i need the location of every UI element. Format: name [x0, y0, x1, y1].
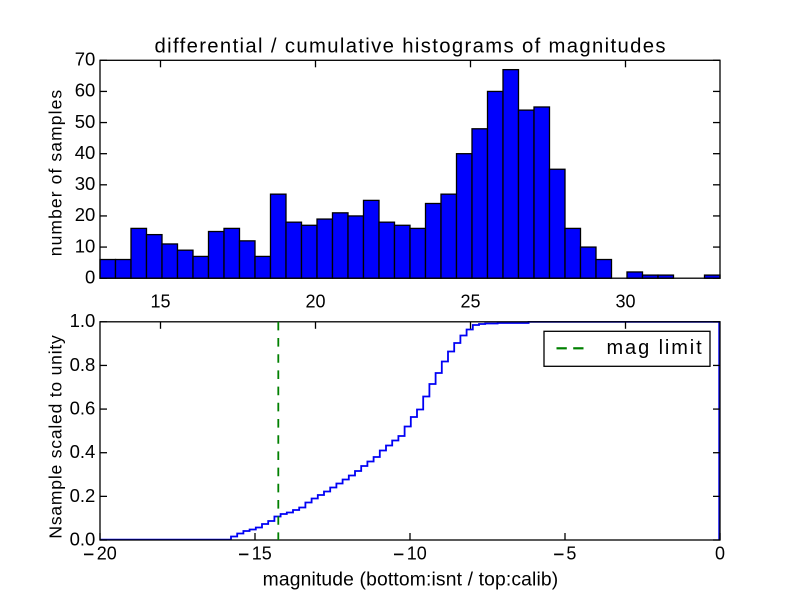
svg-text:10: 10	[407, 544, 427, 564]
svg-text:differential / cumulative hist: differential / cumulative histograms of …	[154, 35, 666, 57]
svg-text:70: 70	[75, 49, 96, 70]
svg-text:Nsample scaled to unity: Nsample scaled to unity	[46, 334, 66, 538]
svg-text:1.0: 1.0	[70, 310, 96, 331]
svg-text:0: 0	[85, 266, 95, 287]
svg-text:0.4: 0.4	[70, 441, 96, 462]
svg-text:number of samples: number of samples	[46, 89, 66, 257]
svg-text:0: 0	[715, 544, 725, 564]
svg-text:60: 60	[75, 80, 96, 101]
svg-text:15: 15	[150, 292, 170, 312]
svg-text:magnitude (bottom:isnt / top:c: magnitude (bottom:isnt / top:calib)	[263, 569, 559, 590]
svg-text:20: 20	[305, 292, 325, 312]
svg-text:20: 20	[97, 544, 117, 564]
svg-text:20: 20	[75, 204, 96, 225]
svg-text:5: 5	[566, 544, 576, 564]
svg-text:30: 30	[615, 292, 635, 312]
svg-text:25: 25	[460, 292, 480, 312]
svg-text:0.8: 0.8	[70, 354, 96, 375]
svg-text:mag limit: mag limit	[607, 337, 704, 359]
svg-text:15: 15	[252, 544, 272, 564]
svg-text:10: 10	[75, 235, 96, 256]
svg-text:0.2: 0.2	[70, 485, 96, 506]
svg-text:50: 50	[75, 111, 96, 132]
svg-text:0.0: 0.0	[70, 528, 96, 549]
svg-text:0.6: 0.6	[70, 397, 96, 418]
svg-text:40: 40	[75, 142, 96, 163]
svg-text:30: 30	[75, 173, 96, 194]
